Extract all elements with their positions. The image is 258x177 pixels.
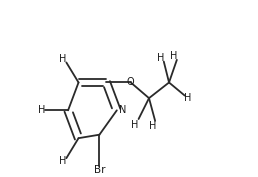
Text: H: H xyxy=(38,105,46,115)
Text: H: H xyxy=(170,51,178,61)
Text: H: H xyxy=(149,121,157,131)
Text: O: O xyxy=(127,78,135,87)
Text: H: H xyxy=(59,156,67,166)
Text: H: H xyxy=(157,53,164,63)
Text: Br: Br xyxy=(94,165,105,175)
Text: H: H xyxy=(131,120,139,130)
Text: H: H xyxy=(184,93,192,104)
Text: N: N xyxy=(119,105,126,115)
Text: H: H xyxy=(59,54,67,64)
